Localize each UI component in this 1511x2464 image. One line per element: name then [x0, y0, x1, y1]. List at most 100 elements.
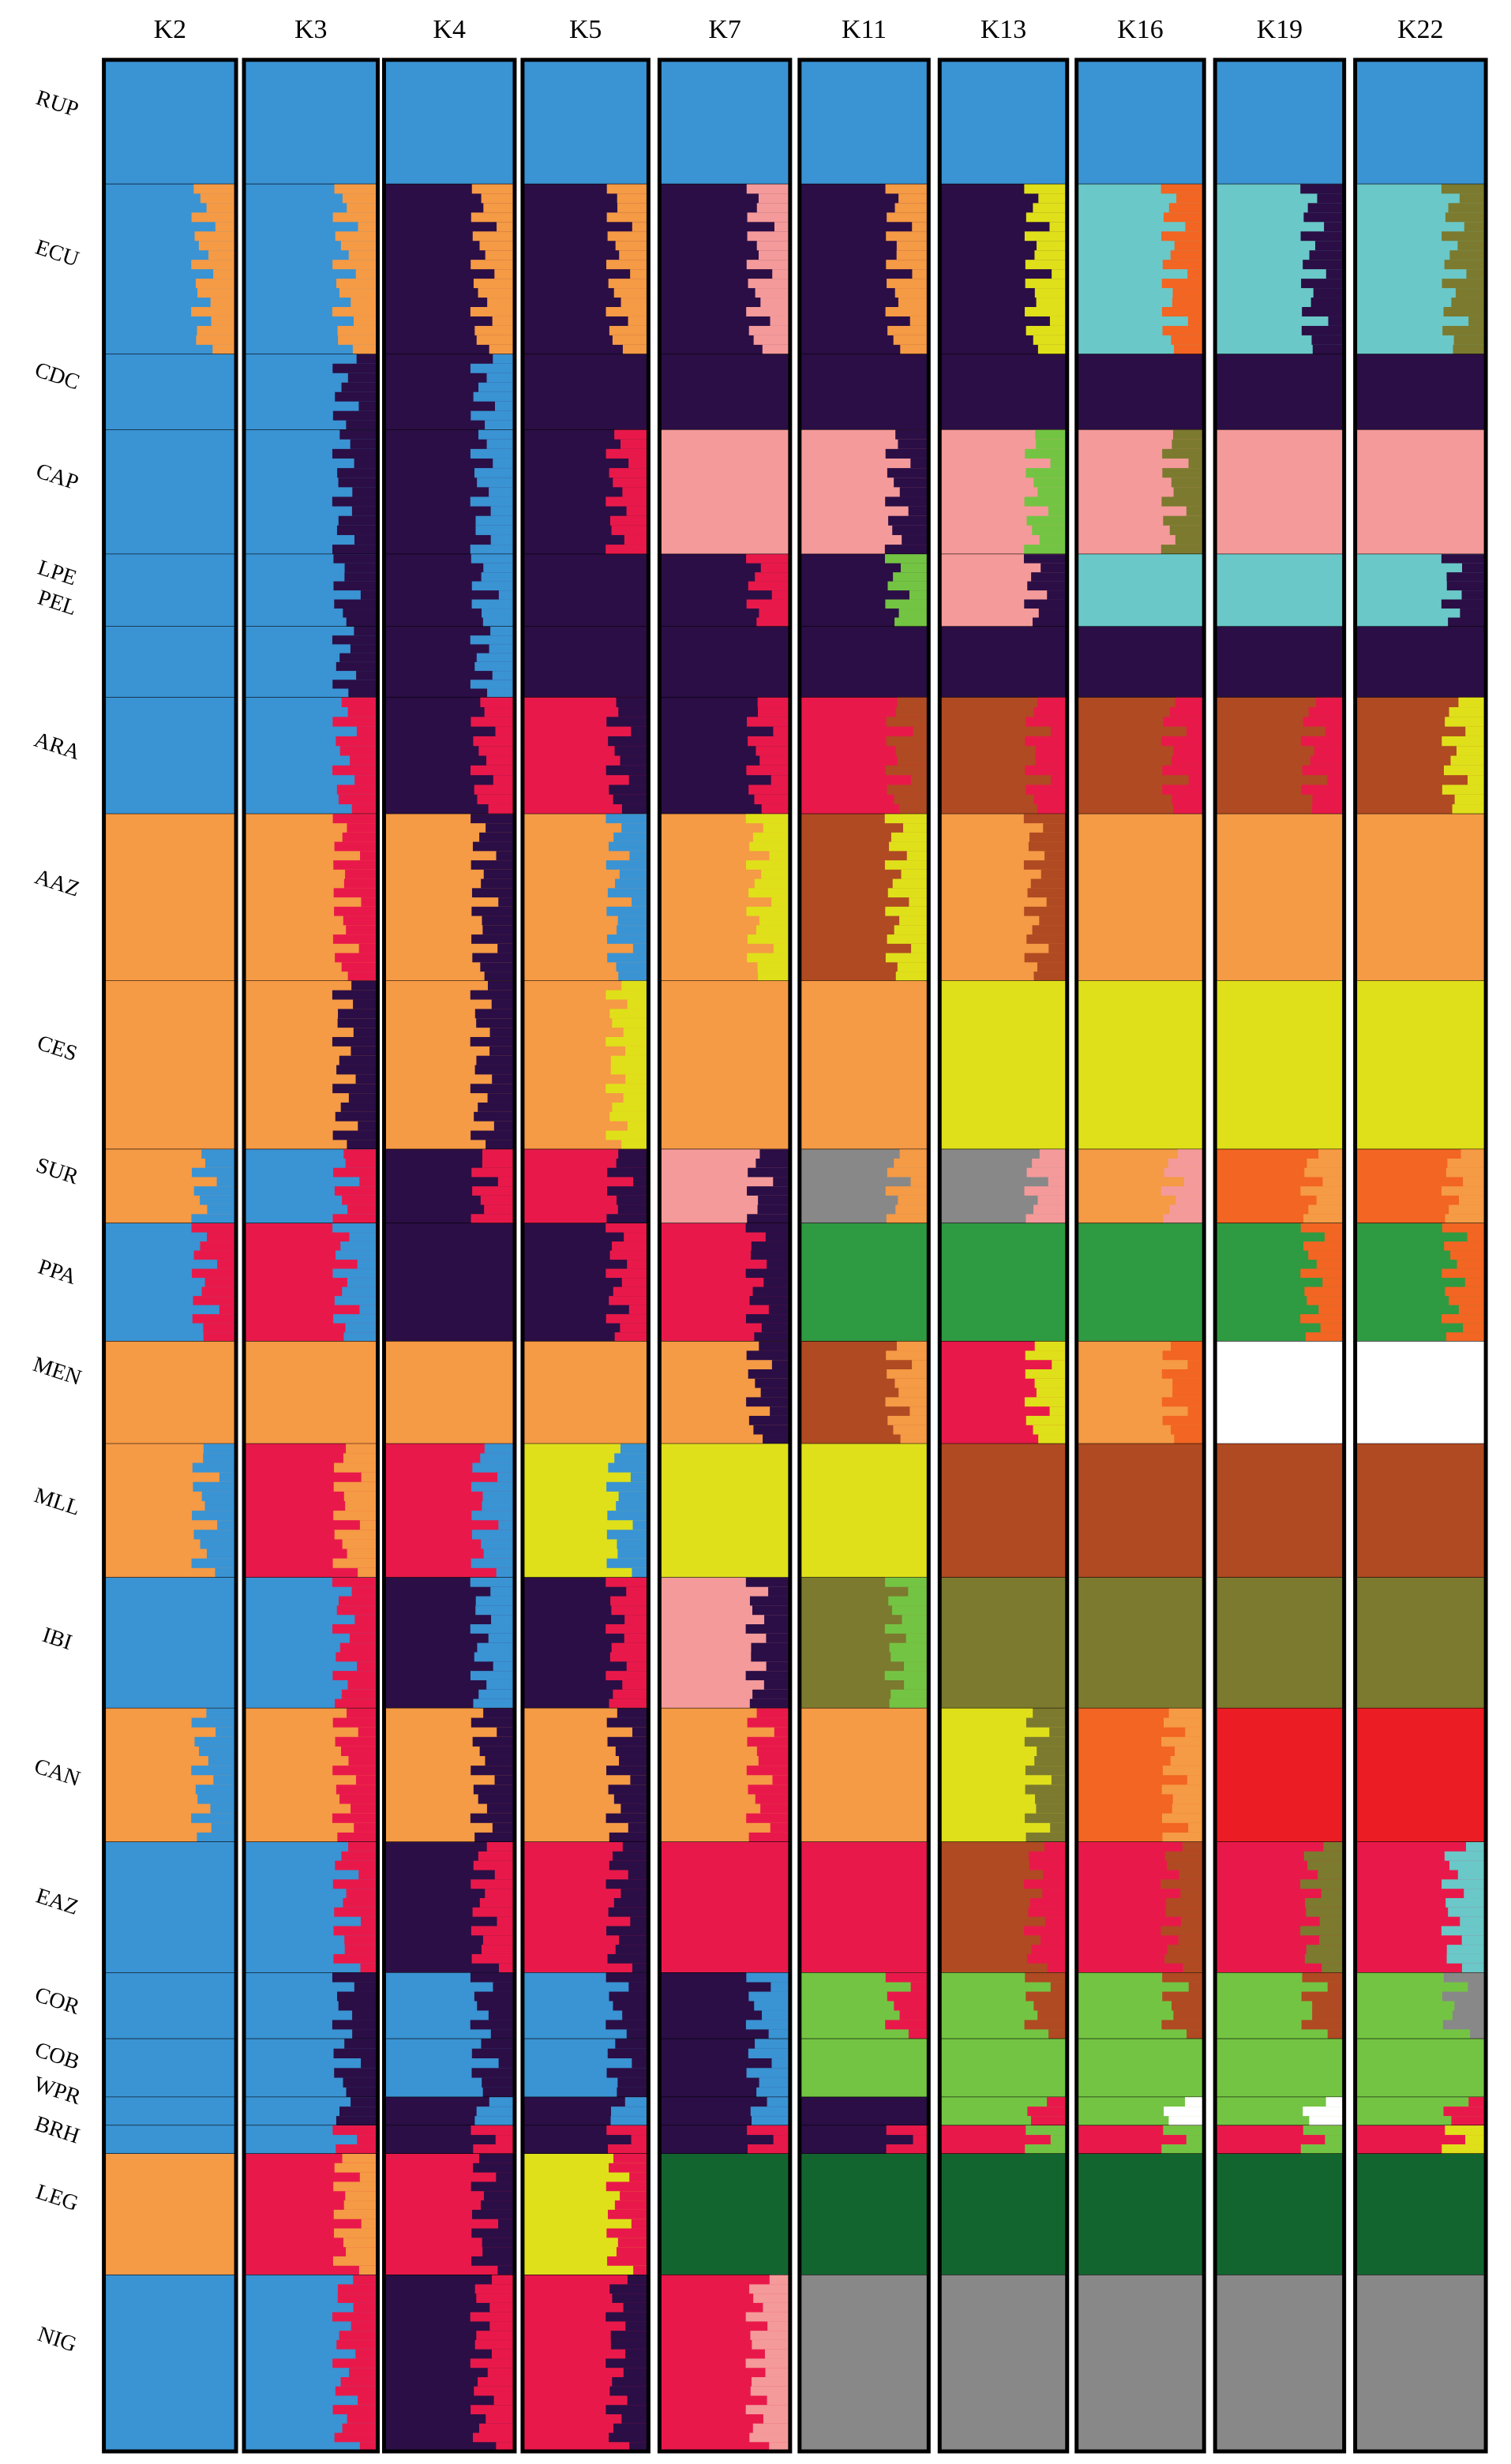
cluster-block — [1215, 626, 1344, 698]
cluster-block — [103, 2275, 237, 2452]
admixture-stripe — [473, 1784, 515, 1795]
admixture-stripe — [337, 1018, 378, 1028]
admixture-stripe — [608, 2144, 649, 2155]
admixture-stripe — [489, 487, 515, 497]
admixture-stripe — [477, 2001, 515, 2011]
admixture-stripe — [749, 841, 790, 852]
admixture-stripe — [612, 1018, 649, 1028]
admixture-stripe — [491, 999, 515, 1009]
admixture-stripe — [747, 717, 790, 727]
admixture-stripe — [621, 439, 649, 449]
admixture-stripe — [894, 617, 929, 627]
admixture-stripe — [627, 2395, 649, 2406]
admixture-stripe — [617, 1539, 649, 1549]
admixture-stripe — [756, 925, 790, 935]
admixture-stripe — [474, 468, 515, 478]
admixture-stripe — [630, 269, 649, 279]
population-label: AAZ — [32, 864, 82, 901]
admixture-stripe — [338, 477, 378, 488]
admixture-stripe — [473, 2432, 515, 2443]
admixture-stripe — [618, 707, 649, 717]
panel-border — [102, 58, 238, 2454]
admixture-stripe — [336, 661, 378, 672]
admixture-stripe — [745, 2358, 790, 2369]
admixture-stripe — [332, 307, 378, 316]
admixture-stripe — [1025, 717, 1067, 727]
panel-border — [381, 58, 517, 2454]
admixture-stripe — [497, 2265, 515, 2275]
admixture-stripe — [885, 906, 929, 916]
cluster-block — [939, 980, 1067, 1150]
cluster-block — [1076, 814, 1205, 981]
admixture-stripe — [1043, 1870, 1067, 1880]
admixture-stripe — [219, 1472, 237, 1482]
admixture-stripe — [610, 1065, 649, 1075]
admixture-stripe — [473, 1860, 515, 1870]
admixture-stripe — [1172, 288, 1205, 298]
admixture-stripe — [1445, 1214, 1487, 1224]
admixture-stripe — [195, 1784, 237, 1795]
admixture-stripe — [339, 1055, 378, 1065]
admixture-stripe — [610, 2339, 649, 2350]
population-label: WPR — [31, 2072, 84, 2110]
admixture-stripe — [332, 212, 378, 223]
admixture-stripe — [197, 1832, 237, 1843]
admixture-stripe — [482, 1491, 515, 1501]
admixture-stripe — [1449, 1296, 1487, 1305]
admixture-stripe — [609, 1652, 649, 1662]
admixture-stripe — [898, 1387, 929, 1398]
admixture-stripe — [471, 1511, 515, 1521]
admixture-stripe — [482, 2087, 515, 2098]
admixture-stripe — [887, 1369, 929, 1379]
column-header: K13 — [980, 15, 1026, 44]
admixture-stripe — [480, 1195, 515, 1205]
admixture-stripe — [1455, 288, 1487, 298]
admixture-stripe — [210, 298, 237, 308]
cluster-block — [1215, 554, 1344, 627]
admixture-stripe — [614, 429, 649, 440]
admixture-stripe — [478, 2376, 515, 2387]
admixture-stripe — [341, 1851, 378, 1861]
admixture-stripe — [1300, 1268, 1344, 1279]
admixture-stripe — [1301, 1991, 1344, 2002]
admixture-stripe — [487, 2368, 515, 2377]
admixture-stripe — [1452, 804, 1487, 814]
admixture-stripe — [1312, 2010, 1344, 2020]
admixture-stripe — [344, 1945, 378, 1954]
cluster-block — [1076, 59, 1205, 185]
admixture-stripe — [1312, 794, 1344, 805]
admixture-stripe — [611, 1605, 649, 1616]
column-header: K22 — [1397, 15, 1443, 44]
admixture-stripe — [354, 775, 378, 785]
admixture-stripe — [1181, 1916, 1205, 1927]
admixture-stripe — [746, 1972, 790, 1983]
admixture-stripe — [477, 794, 515, 805]
admixture-stripe — [472, 1462, 515, 1473]
admixture-stripe — [353, 2302, 378, 2312]
admixture-stripe — [470, 307, 515, 316]
admixture-stripe — [1037, 1195, 1067, 1205]
admixture-stripe — [913, 726, 929, 736]
admixture-stripe — [1162, 1766, 1205, 1776]
admixture-stripe — [612, 335, 649, 345]
admixture-stripe — [1319, 1935, 1344, 1945]
cluster-block — [103, 626, 237, 698]
admixture-stripe — [745, 1624, 790, 1634]
admixture-stripe — [614, 746, 649, 756]
admixture-stripe — [342, 1286, 378, 1297]
admixture-stripe — [1160, 1186, 1205, 1196]
admixture-stripe — [1171, 477, 1205, 488]
admixture-stripe — [336, 2144, 378, 2155]
admixture-stripe — [606, 1223, 649, 1233]
admixture-stripe — [211, 316, 237, 326]
admixture-stripe — [606, 860, 649, 870]
admixture-stripe — [1035, 746, 1067, 756]
admixture-stripe — [482, 609, 515, 618]
admixture-stripe — [495, 2135, 515, 2145]
admixture-stripe — [1303, 1214, 1344, 1224]
panel-border — [657, 58, 793, 2454]
admixture-stripe — [1025, 325, 1067, 335]
admixture-stripe — [767, 1260, 790, 1269]
column-header: K5 — [569, 15, 602, 44]
admixture-stripe — [624, 1633, 649, 1643]
